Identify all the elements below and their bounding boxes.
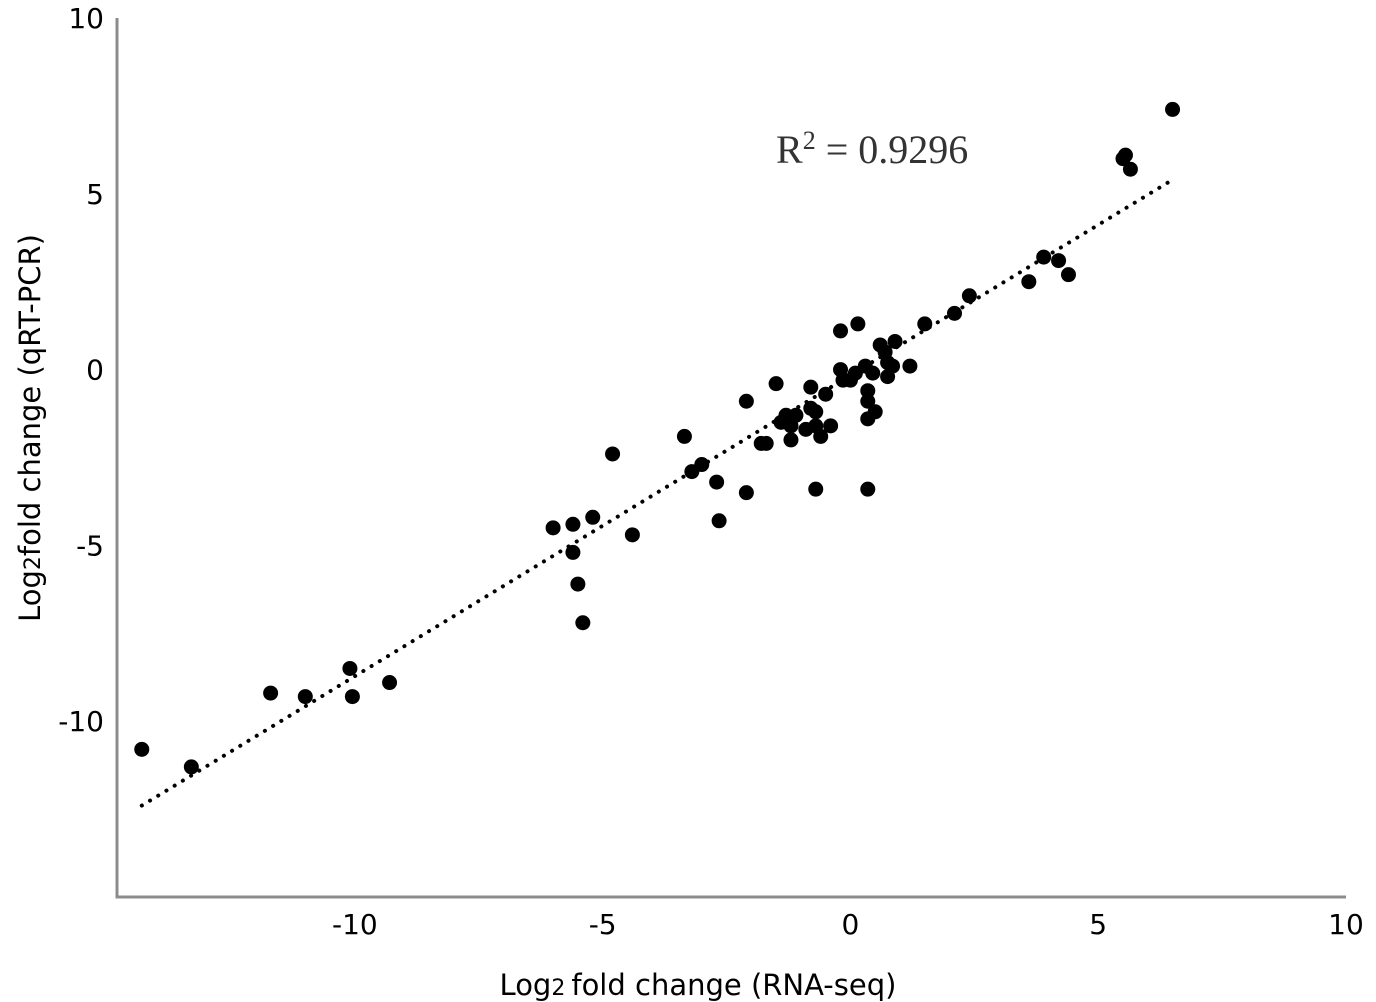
data-point: [1165, 101, 1181, 117]
data-point: [570, 576, 586, 592]
data-point: [813, 428, 829, 444]
r-squared-annotation: R2 = 0.9296: [776, 126, 968, 172]
data-point: [788, 407, 804, 423]
data-point: [860, 383, 876, 399]
data-point: [344, 689, 360, 705]
data-point: [1036, 249, 1052, 265]
data-point: [1060, 267, 1076, 283]
data-point: [758, 435, 774, 451]
data-point: [738, 485, 754, 501]
x-tick-label: 5: [1089, 908, 1107, 941]
data-point: [865, 365, 881, 381]
axes: [115, 18, 1346, 899]
data-point: [134, 741, 150, 757]
data-point: [1051, 253, 1067, 269]
data-point: [711, 513, 727, 529]
y-tick-label: 0: [86, 354, 104, 387]
data-point: [1122, 161, 1138, 177]
y-tick-label: -10: [58, 705, 104, 738]
data-point: [382, 675, 398, 691]
trend-line: [139, 177, 1175, 808]
axis-frame: [115, 18, 1346, 899]
x-tick-labels: -10 -5 0 5 10: [332, 908, 1364, 941]
data-point: [676, 428, 692, 444]
data-point: [860, 393, 876, 409]
x-tick-label: 10: [1328, 908, 1364, 941]
data-point: [565, 516, 581, 532]
y-tick-label: 10: [68, 2, 104, 35]
y-tick-label: -5: [76, 529, 104, 562]
data-point: [818, 386, 834, 402]
data-point: [1117, 147, 1133, 163]
data-point: [867, 404, 883, 420]
data-point: [860, 481, 876, 497]
data-point: [545, 520, 561, 536]
y-axis-title: Log2fold change (qRT-PCR): [13, 234, 47, 622]
y-tick-label: 5: [86, 178, 104, 211]
data-point: [709, 474, 725, 490]
data-point: [803, 379, 819, 395]
data-point: [823, 418, 839, 434]
data-point: [768, 376, 784, 392]
data-point: [183, 759, 199, 775]
x-axis-title: Log2 fold change (RNA-seq): [500, 968, 897, 1002]
data-point: [694, 457, 710, 473]
data-point: [917, 316, 933, 332]
data-point: [833, 323, 849, 339]
data-point: [575, 615, 591, 631]
data-points: [134, 101, 1181, 775]
data-point: [605, 446, 621, 462]
x-tick-label: -10: [332, 908, 378, 941]
data-point: [565, 544, 581, 560]
data-point: [624, 527, 640, 543]
x-tick-label: 0: [842, 908, 860, 941]
y-tick-labels: 10 5 0 -5 -10: [58, 2, 104, 738]
data-point: [738, 393, 754, 409]
data-point: [850, 316, 866, 332]
data-point: [887, 333, 903, 349]
data-point: [263, 685, 279, 701]
data-point: [342, 660, 358, 676]
data-point: [808, 481, 824, 497]
data-point: [808, 404, 824, 420]
data-point: [947, 305, 963, 321]
data-point: [585, 509, 601, 525]
x-tick-label: -5: [589, 908, 617, 941]
data-point: [783, 432, 799, 448]
data-point: [297, 689, 313, 705]
data-point: [961, 288, 977, 304]
data-point: [1021, 274, 1037, 290]
data-point: [902, 358, 918, 374]
data-point: [885, 358, 901, 374]
